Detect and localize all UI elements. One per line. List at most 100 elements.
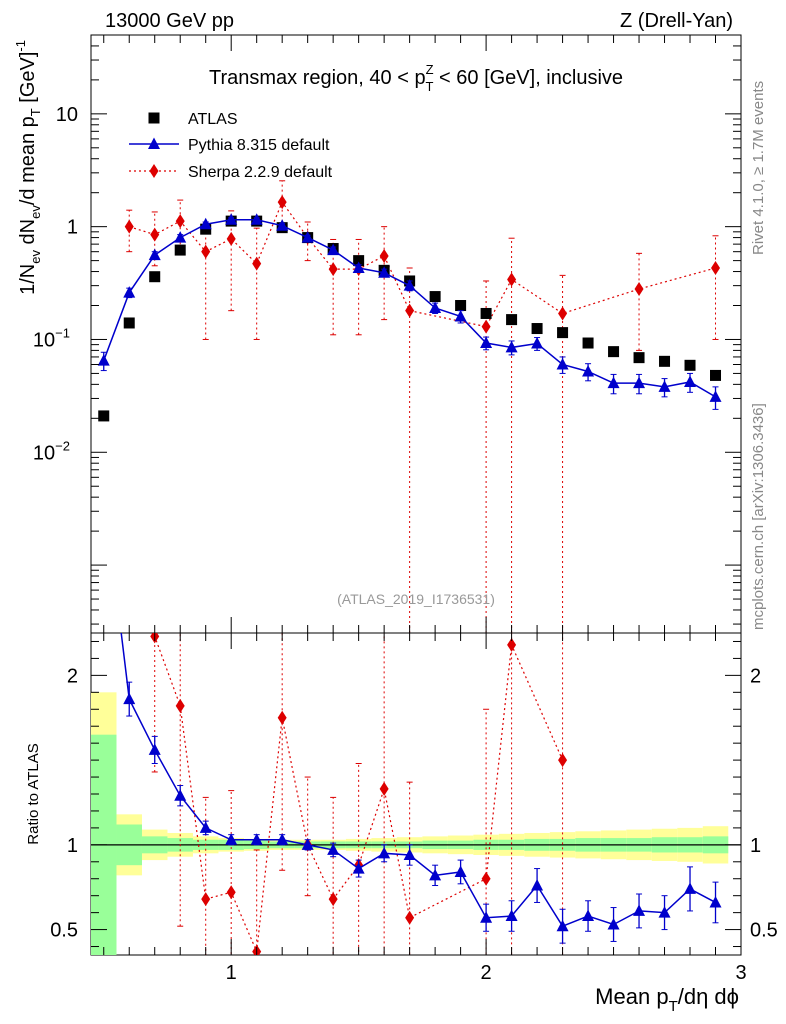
mcplots-label: mcplots.cern.ch [arXiv:1306.3436] (750, 403, 767, 630)
pythia-series (97, 213, 722, 410)
atlas-point (98, 410, 110, 422)
pythia-point (633, 376, 646, 389)
pythia-point (378, 266, 391, 278)
sherpa-ratio-point (405, 910, 415, 925)
pythia-point (709, 390, 722, 402)
atlas-series (98, 215, 722, 422)
atlas-point (174, 244, 186, 256)
y-axis-label: 1/Nev dNev/d mean pT [GeV]-1 (13, 40, 43, 295)
sherpa-point (201, 244, 211, 259)
main-panel: 10−2 10−1 1 10 Transmax region, 40 < pZ T < … (13, 34, 742, 634)
x-tick-label: 3 (735, 962, 746, 984)
pythia-ratio-point (174, 789, 187, 801)
pythia-ratio-point (225, 833, 238, 845)
pythia-point (97, 354, 110, 366)
pythia-point (301, 231, 314, 243)
atlas-point (149, 271, 161, 283)
sherpa-ratio-point (481, 871, 491, 886)
ratio-y-tick-label-right: 2 (750, 665, 761, 687)
sherpa-point (277, 195, 287, 210)
pythia-point (225, 213, 238, 225)
pythia-point (148, 248, 161, 261)
ratio-y-tick-label-right: 1 (750, 835, 761, 857)
pythia-point (684, 375, 697, 387)
atlas-point (353, 255, 365, 267)
atlas-point (455, 300, 467, 312)
pythia-point (327, 243, 340, 256)
y-tick-label: 10−1 (33, 325, 70, 351)
sherpa-point (711, 261, 721, 276)
pythia-ratio-point (301, 838, 314, 850)
pythia-ratio-point (327, 843, 340, 855)
pythia-ratio-point (531, 879, 544, 891)
pythia-ratio-point (378, 846, 391, 859)
atlas-point (633, 352, 645, 364)
sherpa-line (129, 200, 716, 328)
sherpa-ratio-point (175, 698, 185, 713)
pythia-point (531, 337, 544, 349)
process-label: Z (Drell-Yan) (620, 10, 733, 32)
pythia-ratio-point (352, 862, 365, 874)
atlas-point (123, 317, 135, 329)
pythia-point (123, 286, 136, 298)
legend-entry: ATLAS (188, 111, 238, 128)
atlas-point (710, 369, 722, 381)
pythia-ratio-point (607, 917, 620, 930)
sherpa-point (379, 248, 389, 263)
pythia-point (454, 309, 467, 322)
ratio-y-tick-label: 0.5 (50, 920, 78, 942)
sherpa-point (507, 272, 517, 287)
pythia-ratio-point (582, 909, 595, 922)
ratio-y-tick-label-right: 0.5 (750, 920, 778, 942)
sherpa-point (226, 231, 236, 246)
sherpa-point (252, 256, 262, 271)
pythia-ratio-point (403, 848, 416, 861)
pythia-point (250, 213, 263, 225)
sherpa-point (481, 319, 491, 334)
pythia-ratio-point (123, 692, 136, 705)
pythia-point (174, 231, 187, 243)
pythia-ratio-point (480, 911, 493, 923)
pythia-point (607, 376, 620, 389)
legend-atlas-marker (148, 112, 160, 124)
chart-title: Transmax region, 40 < pZ T < 60 [GeV], in… (209, 62, 623, 94)
legend-entry: Sherpa 2.2.9 default (188, 164, 333, 181)
sherpa-ratio-point (558, 753, 568, 768)
ratio-frame (90, 632, 742, 956)
atlas-point (531, 323, 543, 335)
y-tick-label: 10 (56, 104, 78, 126)
y-tick-label: 10−2 (33, 438, 70, 464)
pythia-point (199, 217, 212, 230)
atlas-point (557, 327, 569, 339)
rivet-label: Rivet 4.1.0, ≥ 1.7M events (750, 81, 767, 255)
pythia-ratio-point (505, 909, 518, 922)
legend: ATLAS Pythia 8.315 default Sherpa 2.2.9 de… (129, 111, 333, 181)
pythia-point (403, 279, 416, 291)
pythia-ratio-point (633, 904, 646, 916)
y-tick-label: 1 (67, 217, 78, 239)
legend-sherpa-marker (149, 164, 159, 178)
pythia-point (556, 357, 569, 370)
sherpa-ratio-point (226, 885, 236, 900)
pythia-point (505, 340, 518, 353)
sherpa-point (150, 227, 160, 242)
atlas-point (608, 346, 620, 358)
sherpa-point (558, 306, 568, 321)
sherpa-point (124, 219, 134, 234)
pythia-point (352, 261, 365, 274)
ratio-y-tick-label: 1 (67, 835, 78, 857)
sherpa-ratio-point (201, 892, 211, 907)
sherpa-ratio-point (379, 781, 389, 796)
pythia-point (582, 365, 595, 377)
atlas-point (480, 307, 492, 319)
sherpa-point (328, 262, 338, 277)
ratio-panel: 0.5 0.5 1 1 2 2 1 2 3 Ratio to ATLAS Mean pT/dη … (25, 632, 778, 1015)
atlas-point (659, 355, 671, 367)
x-tick-label: 2 (481, 962, 492, 984)
pythia-ratio-point (684, 882, 697, 894)
pythia-ratio-point (199, 821, 212, 833)
analysis-label: (ATLAS_2019_I1736531) (337, 591, 495, 607)
pythia-point (480, 336, 493, 349)
sherpa-ratio-point (277, 710, 287, 725)
